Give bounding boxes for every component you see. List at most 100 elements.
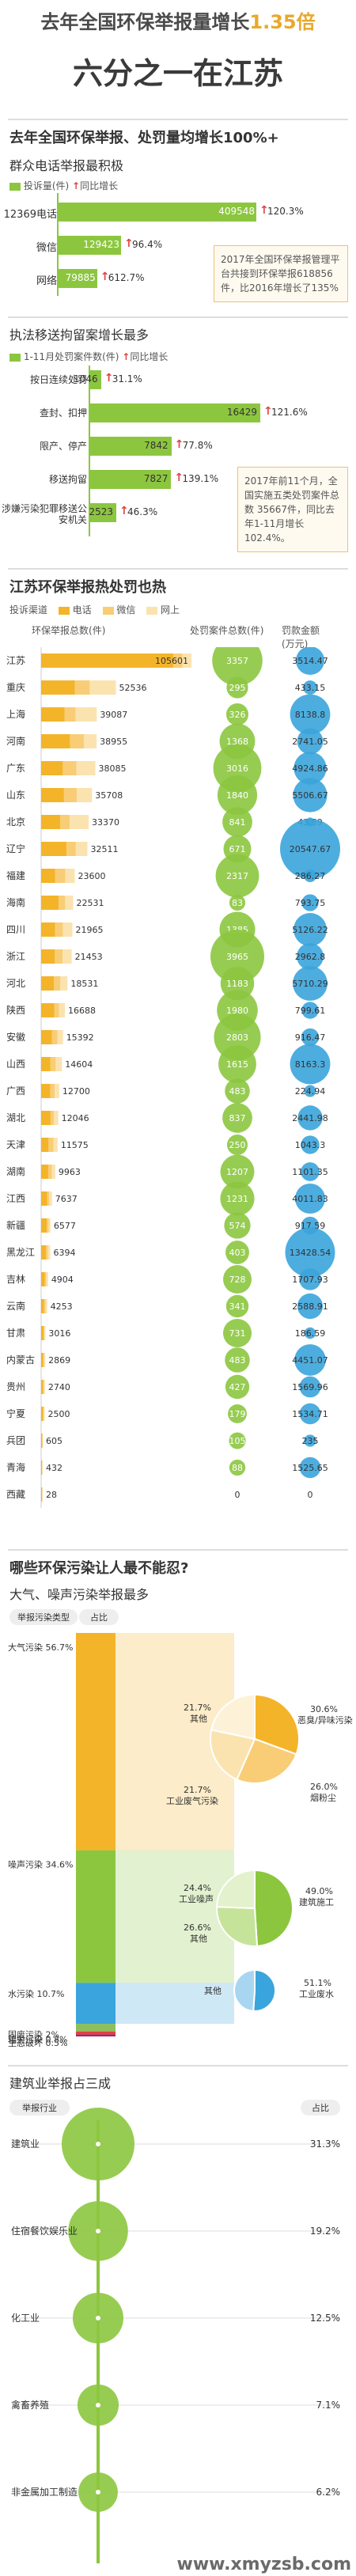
bar-telephone xyxy=(41,1191,47,1206)
punish-case-bubble xyxy=(225,1241,249,1264)
punish-case-label: 1231 xyxy=(226,1194,248,1204)
industry-bubble-dot xyxy=(96,2316,100,2320)
fine-bubble xyxy=(294,913,327,946)
punish-case-label: 88 xyxy=(232,1463,243,1473)
province-label: 海南 xyxy=(6,896,25,908)
swatch-web xyxy=(146,606,158,615)
pie-label: 其他 xyxy=(190,1934,207,1944)
bar-telephone xyxy=(41,1165,48,1179)
industry-bubble-dot xyxy=(96,2403,100,2407)
section1-legend: 投诉量(件) ↑同比增长 xyxy=(9,179,118,192)
province-label: 福建 xyxy=(6,869,25,881)
bar xyxy=(90,403,260,422)
complaint-value-label: 21453 xyxy=(75,952,103,962)
bar-telephone xyxy=(41,653,174,668)
province-label: 兵团 xyxy=(6,1435,25,1446)
complaint-value-label: 3016 xyxy=(48,1328,70,1339)
swatch-wechat xyxy=(102,606,114,615)
bar-wechat xyxy=(60,815,70,829)
punish-case-label: 483 xyxy=(229,1355,246,1366)
chart-penalty-cases: 按日连续处罚 1046 ↑ 31.1% 查封、扣押 16429 ↑ 121.6% 限产、停产 78… xyxy=(0,366,356,540)
pie-value-label: 24.4% xyxy=(184,1883,211,1893)
bar-wechat xyxy=(66,842,76,856)
bar-telephone xyxy=(41,815,61,829)
bar-web xyxy=(75,842,88,856)
bar-web xyxy=(53,1138,58,1152)
punish-case-bubble xyxy=(218,1045,256,1083)
province-label: 河北 xyxy=(6,978,25,989)
bar-category-label: 网络 xyxy=(36,275,57,287)
industry-bubble-dot xyxy=(96,2229,100,2233)
pie-label: 建筑施工 xyxy=(299,1896,334,1907)
connector-band xyxy=(116,1983,234,2025)
pollution-type-label: 水污染 10.7% xyxy=(8,1988,64,1999)
complaint-value-label: 4253 xyxy=(51,1301,73,1312)
legend-swatch-green xyxy=(9,182,21,191)
punish-case-bubble xyxy=(226,676,248,699)
bar-telephone xyxy=(41,1299,44,1313)
column-header-fines: 罚款金额 (万元) xyxy=(282,623,345,650)
province-label: 内蒙古 xyxy=(6,1354,35,1366)
headline: 去年全国环保举报量增长1.35倍 xyxy=(40,11,316,33)
province-label: 山东 xyxy=(6,790,25,801)
watermark: www.xmyzsb.com xyxy=(176,2555,351,2574)
fine-bubble xyxy=(299,1376,321,1398)
bar-telephone xyxy=(41,1272,45,1286)
legend-growth-label: 同比增长 xyxy=(130,351,169,362)
bar-web xyxy=(83,734,97,748)
bar-category-label: 按日连续处罚 xyxy=(29,374,87,385)
pollution-bar-segment xyxy=(76,1983,116,2025)
punish-case-label: 3965 xyxy=(226,952,248,962)
column-pill xyxy=(9,1609,78,1625)
pollution-bar-segment xyxy=(76,2031,116,2035)
pie-label: 恶臭/异味污染 xyxy=(297,1714,353,1726)
punish-case-bubble xyxy=(222,1103,252,1133)
bar xyxy=(59,236,121,255)
fine-label: 1534.71 xyxy=(292,1409,328,1419)
bar-web xyxy=(60,976,68,991)
complaint-value-label: 605 xyxy=(46,1436,62,1446)
bar xyxy=(90,370,101,389)
chart-province-table: 江苏 105601 3357 3514.47 重庆 52536 295 433.15 上海 390… xyxy=(6,647,340,1508)
punish-case-label: 1183 xyxy=(226,979,248,989)
bar-wechat xyxy=(51,1030,58,1044)
bar-telephone xyxy=(41,896,59,910)
complaint-value-label: 52536 xyxy=(119,683,147,693)
arrow-up-icon: ↑ xyxy=(174,472,184,484)
complaint-value-label: 21965 xyxy=(76,925,104,935)
fine-label: 5126.22 xyxy=(292,925,328,935)
province-label: 贵州 xyxy=(6,1381,25,1392)
punish-case-label: 2317 xyxy=(226,871,248,881)
province-label: 黑龙江 xyxy=(6,1247,35,1258)
bar-telephone xyxy=(41,1030,52,1044)
air-pie-slice xyxy=(210,1693,256,1741)
bar-web xyxy=(62,949,72,964)
channel-legend-title: 投诉渠道 xyxy=(9,604,48,616)
bar-telephone xyxy=(41,1138,49,1152)
bar-web xyxy=(48,1218,51,1233)
pie-label: 其他 xyxy=(190,1714,207,1724)
column-pill xyxy=(301,2100,340,2116)
province-label: 新疆 xyxy=(6,1219,25,1231)
bar xyxy=(90,437,172,456)
divider xyxy=(8,119,348,120)
pie-value-label: 26.6% xyxy=(184,1923,211,1933)
bar-category-label: 移送拘留 xyxy=(48,474,87,485)
fine-bubble xyxy=(303,869,317,883)
bar-web xyxy=(47,1245,51,1260)
fine-bubble xyxy=(303,680,317,695)
bar-wechat xyxy=(55,922,63,937)
province-label: 西藏 xyxy=(6,1489,25,1500)
fine-bubble xyxy=(297,1105,323,1131)
arrow-up-icon: ↑ xyxy=(259,204,269,217)
complaint-value-label: 7637 xyxy=(55,1194,78,1204)
bar-wechat xyxy=(62,761,77,775)
growth-label: 96.4% xyxy=(132,239,163,250)
punish-case-label: 837 xyxy=(229,1113,246,1123)
fine-bubble xyxy=(294,752,327,785)
legend-telephone: 电话 xyxy=(72,604,92,616)
water-pie-slice xyxy=(252,1968,276,2012)
bar-web xyxy=(76,788,93,802)
complaint-value-label: 38085 xyxy=(99,763,127,774)
